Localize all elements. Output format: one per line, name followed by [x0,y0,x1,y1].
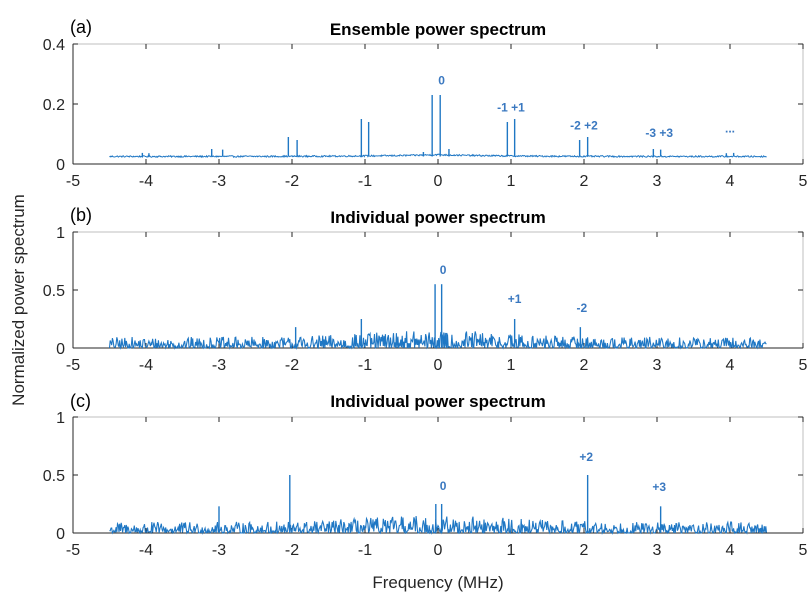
peak-annotation: +2 [579,450,593,464]
peak-annotation: +3 [652,480,666,494]
x-tick-label: -3 [212,542,226,559]
x-tick-label: -4 [139,542,153,559]
x-tick-label: 4 [726,357,735,374]
panel-title: Individual power spectrum [330,392,545,411]
x-tick-label: -3 [212,173,226,190]
x-tick-label: 0 [434,173,443,190]
panels: -5 -4 -3 -2 -1 0 1 2 3 4 5 0 0.2 0.4 Ensemble power sp… [43,17,808,559]
y-tick-label: 0 [56,341,65,358]
x-tick-label: -1 [358,357,372,374]
panel-title: Ensemble power spectrum [330,20,546,39]
x-tick-label: -2 [285,542,299,559]
x-tick-label: 1 [507,542,516,559]
x-tick-label: 3 [653,542,662,559]
y-tick-label: 0.4 [43,37,65,54]
panel-letter: (c) [70,391,91,411]
x-tick-label: 5 [799,173,808,190]
peak-annotation: -2 [576,301,587,315]
x-tick-label: -5 [66,173,80,190]
x-tick-label: 0 [434,542,443,559]
spectrum-line [109,153,767,159]
y-tick-label: 0.5 [43,283,65,300]
x-tick-label: 5 [799,542,808,559]
panel-letter: (b) [70,205,92,225]
x-tick-label: 1 [507,357,516,374]
panel-letter: (a) [70,17,92,37]
x-tick-label: 0 [434,357,443,374]
y-tick-label: 0.5 [43,468,65,485]
panel-1: -5 -4 -3 -2 -1 0 1 2 3 4 5 0 0.2 0.4 Ensemble power sp… [43,17,808,190]
x-tick-label: -5 [66,357,80,374]
x-tick-label: -4 [139,173,153,190]
y-tick-label: 1 [56,225,65,242]
x-tick-label: -5 [66,542,80,559]
x-tick-label: 2 [580,173,589,190]
x-tick-label: -2 [285,357,299,374]
x-tick-label: 4 [726,542,735,559]
panel-title: Individual power spectrum [330,208,545,227]
x-tick-label: -4 [139,357,153,374]
x-axis-label: Frequency (MHz) [372,573,503,592]
x-tick-label: -2 [285,173,299,190]
y-axis-label: Normalized power spectrum [9,194,28,406]
panel-3: -5 -4 -3 -2 -1 0 1 2 3 4 5 0 0.5 1 Individual power sp… [43,391,808,559]
peak-annotation: ... [725,122,735,136]
panel-2: -5 -4 -3 -2 -1 0 1 2 3 4 5 0 0.5 1 Individual power sp… [43,205,808,374]
x-tick-label: -1 [358,173,372,190]
x-tick-label: -1 [358,542,372,559]
peak-annotation: -2 +2 [570,119,598,133]
peak-annotation: -3 +3 [645,126,673,140]
y-tick-label: 1 [56,410,65,427]
x-tick-label: 4 [726,173,735,190]
y-tick-label: 0 [56,526,65,543]
x-tick-label: 2 [580,357,589,374]
y-tick-label: 0 [56,157,65,174]
x-tick-label: 2 [580,542,589,559]
x-tick-label: 1 [507,173,516,190]
peak-annotation: +1 [508,292,522,306]
x-tick-label: 3 [653,357,662,374]
x-tick-label: -3 [212,357,226,374]
y-tick-label: 0.2 [43,97,65,114]
peak-annotation: 0 [438,74,445,88]
x-tick-label: 5 [799,357,808,374]
x-tick-label: 3 [653,173,662,190]
peak-annotation: 0 [440,479,447,493]
peak-annotation: 0 [440,263,447,277]
peak-annotation: -1 +1 [497,101,525,115]
spectrum-line [108,331,767,350]
